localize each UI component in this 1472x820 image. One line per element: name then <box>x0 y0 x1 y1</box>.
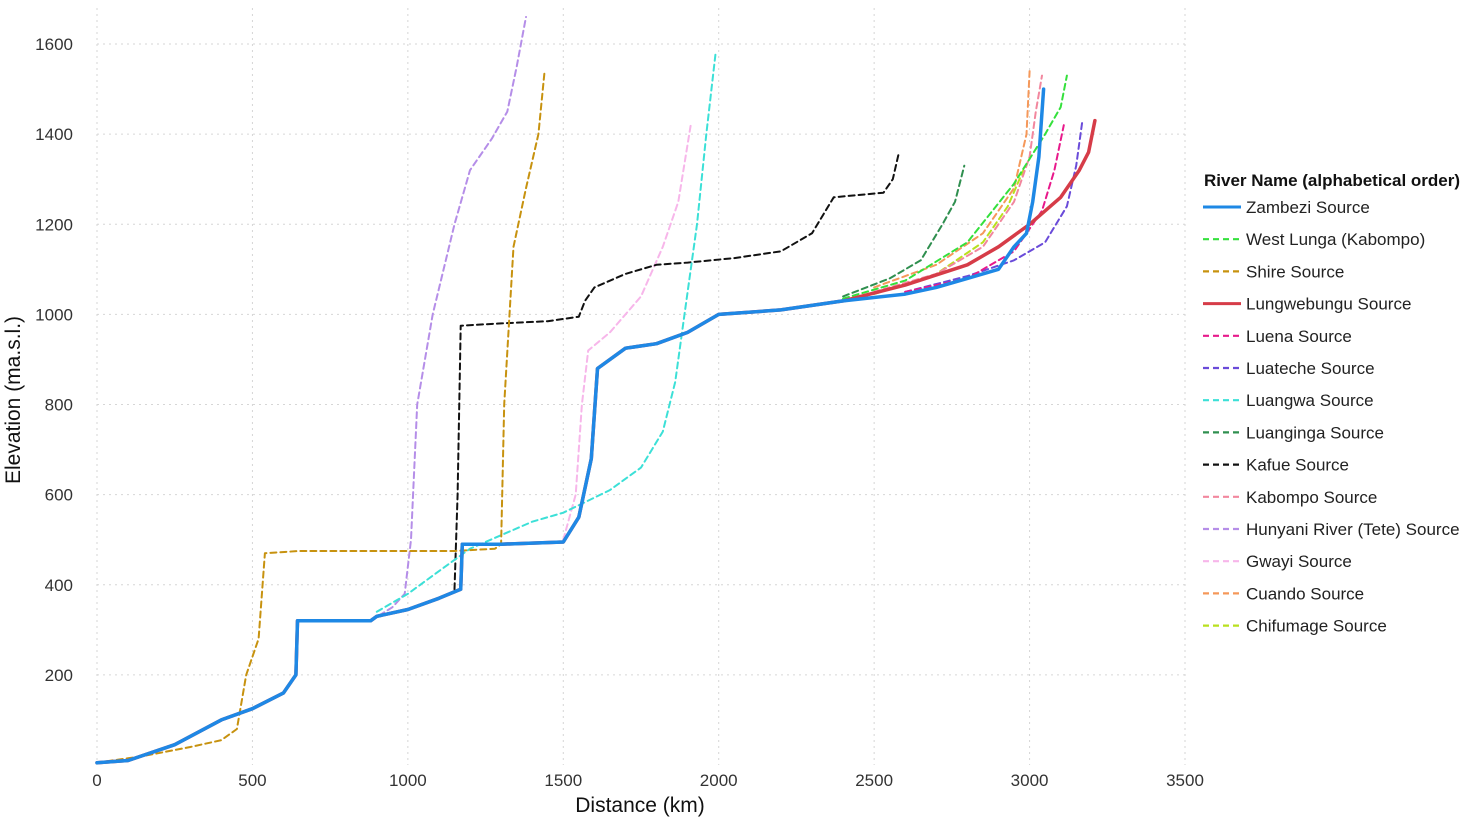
legend-item: West Lunga (Kabompo) <box>1203 230 1425 249</box>
legend-label: Luanginga Source <box>1246 423 1384 442</box>
x-tick-label: 3000 <box>1011 771 1049 790</box>
legend-item: Cuando Source <box>1203 584 1364 603</box>
legend-label: Luateche Source <box>1246 359 1375 378</box>
x-tick-label: 2500 <box>855 771 893 790</box>
series-line-cuando-source <box>873 70 1031 289</box>
grid <box>96 8 1186 765</box>
series-line-luangwa-source <box>375 52 717 613</box>
series-line-west-lunga-kabompo <box>842 74 1068 300</box>
x-tick-label: 0 <box>92 771 101 790</box>
legend-item: Luangwa Source <box>1203 391 1374 410</box>
x-tick-label: 1000 <box>389 771 427 790</box>
legend-label: Cuando Source <box>1246 584 1364 603</box>
legend-item: Chifumage Source <box>1203 617 1387 636</box>
series-line-chifumage-source <box>873 169 1025 296</box>
legend-label: Luena Source <box>1246 327 1352 346</box>
y-tick-label: 1400 <box>35 125 73 144</box>
y-tick-label: 800 <box>45 396 73 415</box>
legend-item: Luena Source <box>1203 327 1352 346</box>
legend-item: Zambezi Source <box>1203 198 1370 217</box>
y-tick-label: 600 <box>45 486 73 505</box>
legend-label: Lungwebungu Source <box>1246 295 1411 314</box>
legend-item: Gwayi Source <box>1203 552 1352 571</box>
legend-label: West Lunga (Kabompo) <box>1246 230 1425 249</box>
x-tick-label: 2000 <box>700 771 738 790</box>
legend-item: Shire Source <box>1203 262 1344 281</box>
legend-item: Kafue Source <box>1203 456 1349 475</box>
legend-label: Hunyani River (Tete) Source <box>1246 520 1460 539</box>
legend: River Name (alphabetical order) Zambezi … <box>1203 171 1460 636</box>
legend-label: Zambezi Source <box>1246 198 1370 217</box>
legend-label: Kafue Source <box>1246 456 1349 475</box>
series-line-hunyani-river-tete-source <box>369 16 527 622</box>
legend-item: Lungwebungu Source <box>1203 295 1411 314</box>
legend-label: Luangwa Source <box>1246 391 1374 410</box>
x-axis-title: Distance (km) <box>575 794 705 817</box>
series-line-kafue-source <box>453 151 900 591</box>
legend-item: Luateche Source <box>1203 359 1375 378</box>
legend-label: Shire Source <box>1246 262 1344 281</box>
series-line-gwayi-source <box>562 124 692 541</box>
legend-item: Luanginga Source <box>1203 423 1384 442</box>
series-line-zambezi-source <box>95 87 1046 765</box>
x-tick-label: 1500 <box>544 771 582 790</box>
y-tick-label: 1600 <box>35 35 73 54</box>
x-axis-ticks: 0 500 1000 1500 2000 2500 3000 3500 <box>92 771 1204 790</box>
y-tick-label: 400 <box>45 576 73 595</box>
series-line-shire-source <box>96 70 546 764</box>
legend-label: Gwayi Source <box>1246 552 1352 571</box>
legend-title: River Name (alphabetical order) <box>1204 171 1460 190</box>
legend-label: Kabompo Source <box>1246 488 1377 507</box>
legend-item: Kabompo Source <box>1203 488 1377 507</box>
series-line-luanginga-source <box>842 164 966 298</box>
legend-label: Chifumage Source <box>1246 617 1387 636</box>
series-lines <box>95 16 1097 765</box>
series-line-luateche-source <box>904 119 1084 293</box>
x-tick-label: 500 <box>238 771 266 790</box>
y-axis-title: Elevation (ma.s.l.) <box>2 316 25 484</box>
y-tick-label: 1000 <box>35 305 73 324</box>
legend-item: Hunyani River (Tete) Source <box>1203 520 1460 539</box>
y-tick-label: 200 <box>45 666 73 685</box>
y-tick-label: 1200 <box>35 215 73 234</box>
y-axis-ticks: 200 400 600 800 1000 1200 1400 1600 <box>35 35 73 685</box>
series-line-lungwebungu-source <box>95 118 1097 765</box>
x-tick-label: 3500 <box>1166 771 1204 790</box>
